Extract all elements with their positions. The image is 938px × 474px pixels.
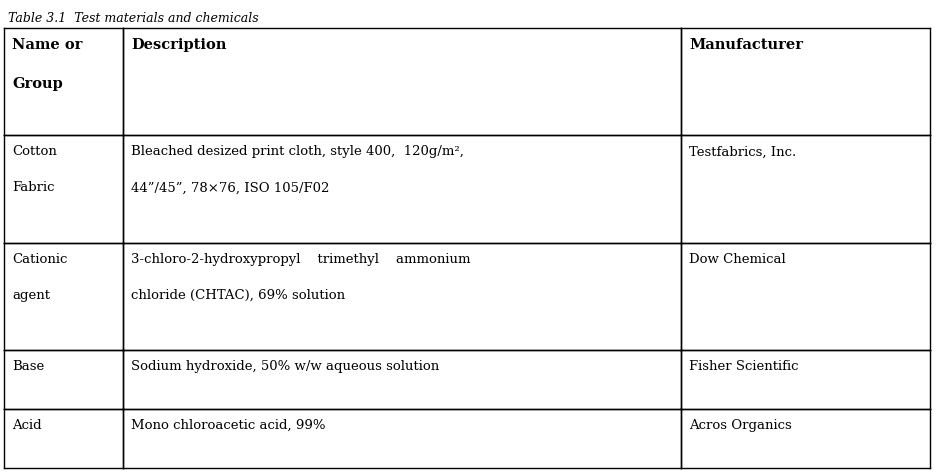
Text: Table 3.1  Test materials and chemicals: Table 3.1 Test materials and chemicals	[8, 12, 259, 25]
Text: Acros Organics: Acros Organics	[689, 419, 792, 432]
Text: Description: Description	[131, 38, 227, 52]
Text: Acid: Acid	[12, 419, 41, 432]
Text: Mono chloroacetic acid, 99%: Mono chloroacetic acid, 99%	[131, 419, 326, 432]
Text: Manufacturer: Manufacturer	[689, 38, 803, 52]
Text: Base: Base	[12, 360, 44, 373]
Text: 3-chloro-2-hydroxypropyl    trimethyl    ammonium

chloride (CHTAC), 69% solutio: 3-chloro-2-hydroxypropyl trimethyl ammon…	[131, 253, 471, 301]
Text: Cationic

agent: Cationic agent	[12, 253, 68, 301]
Text: Name or

Group: Name or Group	[12, 38, 83, 91]
Text: Sodium hydroxide, 50% w/w aqueous solution: Sodium hydroxide, 50% w/w aqueous soluti…	[131, 360, 440, 373]
Text: Bleached desized print cloth, style 400,  120g/m²,

44”/45”, 78×76, ISO 105/F02: Bleached desized print cloth, style 400,…	[131, 146, 464, 194]
Text: Dow Chemical: Dow Chemical	[689, 253, 786, 265]
Text: Fisher Scientific: Fisher Scientific	[689, 360, 798, 373]
Text: Cotton

Fabric: Cotton Fabric	[12, 146, 57, 194]
Text: Testfabrics, Inc.: Testfabrics, Inc.	[689, 146, 796, 158]
